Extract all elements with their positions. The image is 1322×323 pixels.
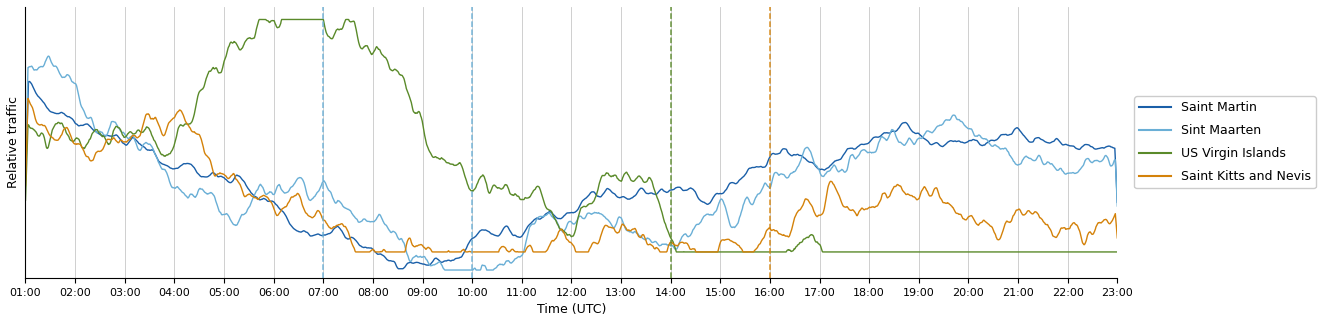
Sint Maarten	[17, 172, 33, 175]
US Virgin Islands	[271, 25, 287, 29]
US Virgin Islands	[669, 250, 685, 254]
Sint Maarten	[1108, 169, 1124, 173]
US Virgin Islands	[1038, 250, 1054, 254]
Saint Kitts and Nevis	[348, 250, 364, 254]
US Virgin Islands	[707, 250, 723, 254]
Saint Martin	[390, 267, 406, 271]
Sint Maarten	[1109, 204, 1125, 208]
Saint Kitts and Nevis	[1108, 218, 1124, 222]
Saint Kitts and Nevis	[986, 230, 1002, 234]
Saint Kitts and Nevis	[1109, 236, 1125, 240]
Saint Martin	[17, 179, 33, 182]
Sint Maarten	[41, 54, 57, 58]
Saint Martin	[1038, 140, 1054, 144]
US Virgin Islands	[1108, 250, 1124, 254]
US Virgin Islands	[17, 198, 33, 202]
Saint Martin	[1108, 168, 1124, 172]
Saint Martin	[986, 139, 1002, 143]
Saint Martin	[271, 206, 287, 210]
Sint Maarten	[1038, 162, 1054, 165]
US Virgin Islands	[986, 250, 1002, 254]
Line: Sint Maarten: Sint Maarten	[25, 56, 1117, 270]
US Virgin Islands	[251, 17, 267, 21]
Saint Martin	[787, 153, 802, 157]
Saint Kitts and Nevis	[1038, 223, 1054, 226]
Saint Kitts and Nevis	[271, 212, 287, 216]
Sint Maarten	[986, 143, 1002, 147]
Saint Kitts and Nevis	[20, 97, 36, 100]
Sint Maarten	[271, 183, 287, 187]
Sint Maarten	[438, 268, 453, 272]
Saint Kitts and Nevis	[17, 183, 33, 187]
Saint Martin	[21, 79, 37, 83]
Line: US Virgin Islands: US Virgin Islands	[25, 19, 1117, 252]
Line: Saint Martin: Saint Martin	[25, 81, 1117, 269]
X-axis label: Time (UTC): Time (UTC)	[537, 303, 605, 316]
Line: Saint Kitts and Nevis: Saint Kitts and Nevis	[25, 99, 1117, 252]
Saint Martin	[707, 193, 723, 197]
Saint Kitts and Nevis	[787, 215, 802, 219]
Saint Kitts and Nevis	[707, 250, 723, 254]
Legend: Saint Martin, Sint Maarten, US Virgin Islands, Saint Kitts and Nevis: Saint Martin, Sint Maarten, US Virgin Is…	[1134, 96, 1315, 188]
Y-axis label: Relative traffic: Relative traffic	[7, 96, 20, 188]
Sint Maarten	[787, 169, 802, 173]
Saint Martin	[1109, 200, 1125, 204]
US Virgin Islands	[1109, 250, 1125, 254]
Sint Maarten	[707, 210, 723, 214]
US Virgin Islands	[787, 247, 802, 251]
